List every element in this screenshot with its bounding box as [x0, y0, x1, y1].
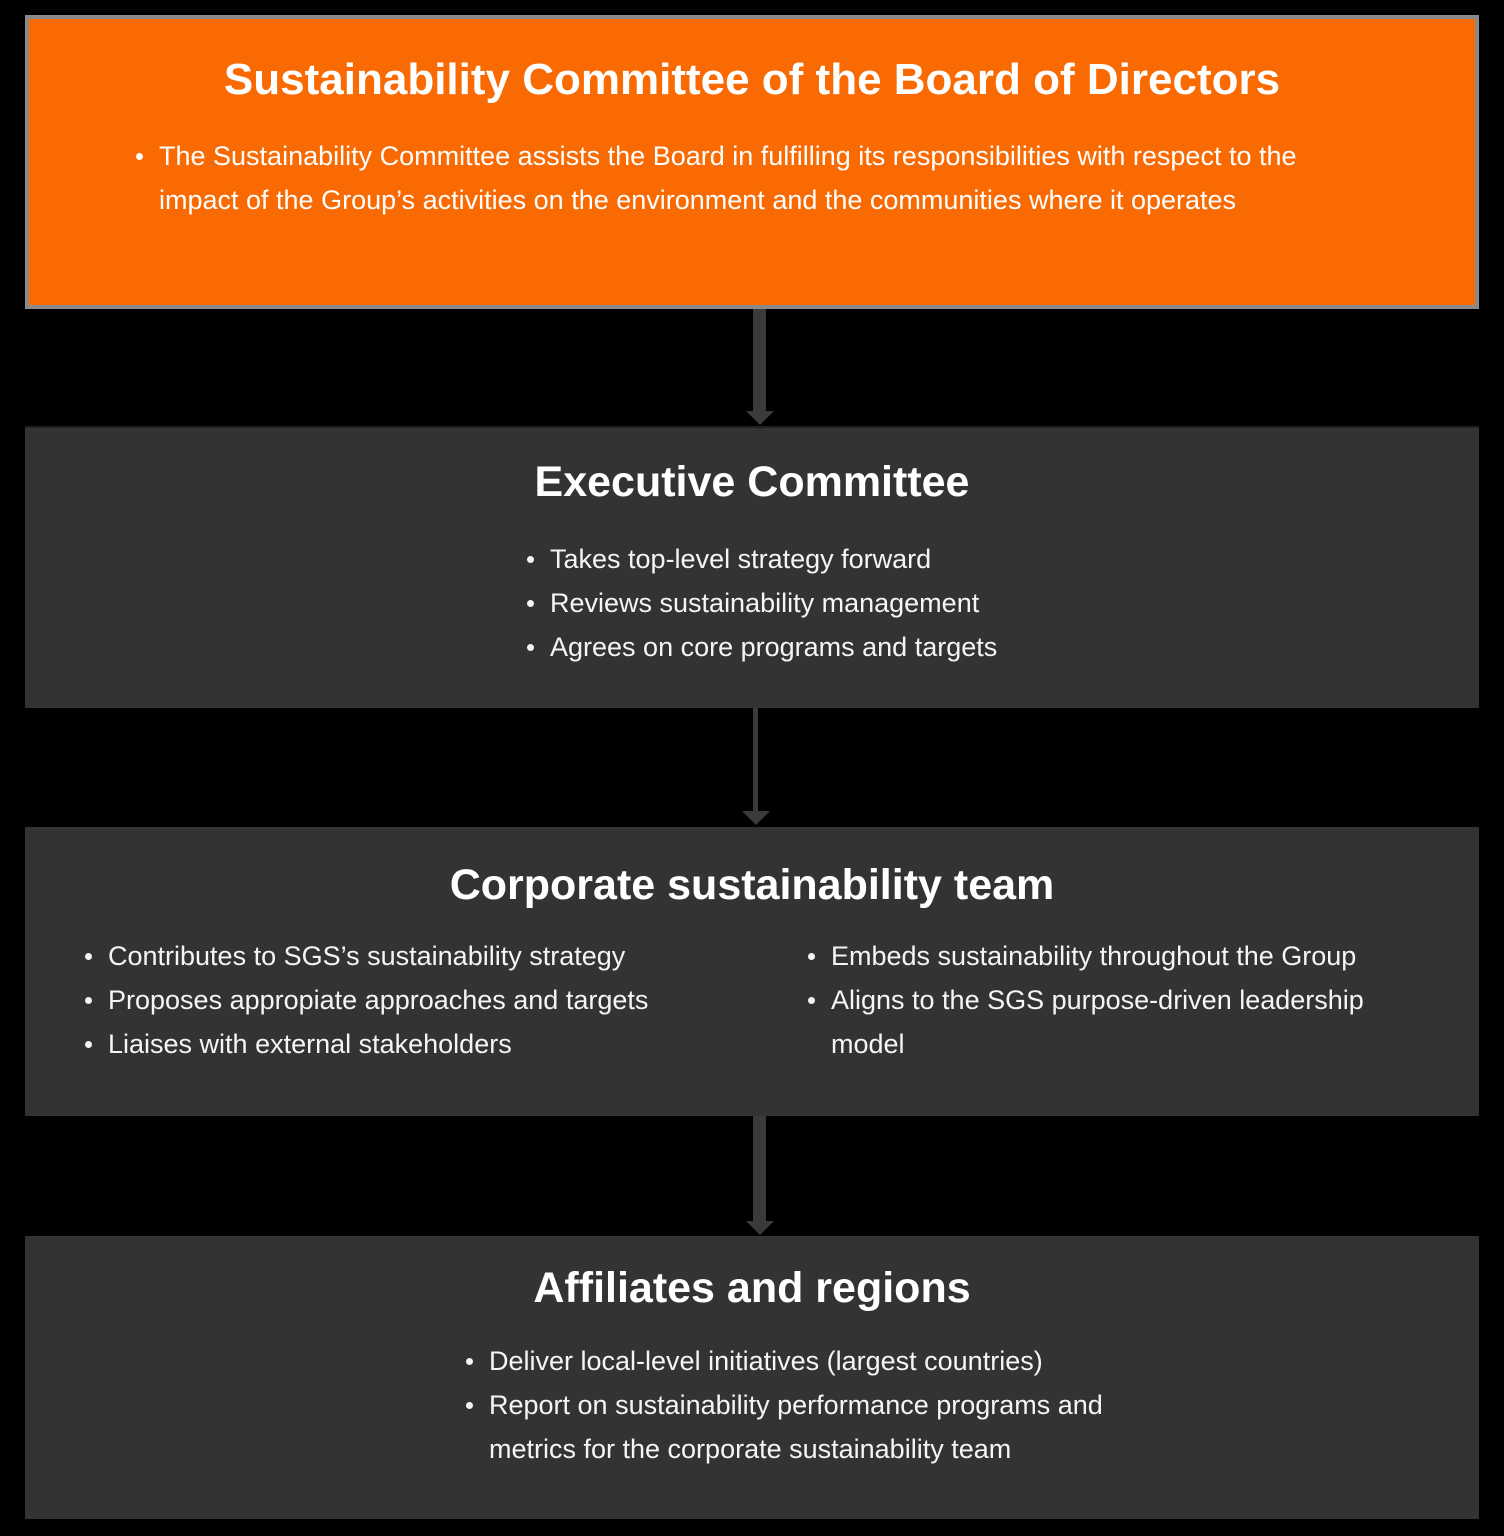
bullet-list-left: Contributes to SGS’s sustainability stra…: [81, 934, 804, 1066]
bullet-item: Embeds sustainability throughout the Gro…: [804, 934, 1404, 978]
arrow-down-icon: [746, 1221, 774, 1235]
box-title: Executive Committee: [534, 458, 970, 506]
bullet-list: Takes top-level strategy forward Reviews…: [523, 537, 1479, 669]
bullet-item: Proposes appropiate approaches and targe…: [81, 978, 804, 1022]
executive-committee-box: Executive Committee Takes top-level stra…: [25, 426, 1479, 708]
bullet-list-right: Embeds sustainability throughout the Gro…: [804, 934, 1404, 1066]
connector-line-3: [753, 1116, 766, 1223]
bullet-item: Agrees on core programs and targets: [523, 625, 1479, 669]
bullet-item: Aligns to the SGS purpose-driven leaders…: [804, 978, 1404, 1066]
bullet-item: Contributes to SGS’s sustainability stra…: [81, 934, 804, 978]
arrow-down-icon: [742, 811, 770, 825]
bullet-columns: Contributes to SGS’s sustainability stra…: [25, 934, 1479, 1066]
arrow-down-icon: [746, 411, 774, 425]
bullet-item: Takes top-level strategy forward: [523, 537, 1479, 581]
bullet-item: The Sustainability Committee assists the…: [132, 134, 1382, 222]
bullet-list: Deliver local-level initiatives (largest…: [462, 1339, 1134, 1471]
box-title: Sustainability Committee of the Board of…: [223, 55, 1281, 104]
bullet-list: The Sustainability Committee assists the…: [132, 134, 1415, 222]
affiliates-and-regions-box: Affiliates and regions Deliver local-lev…: [25, 1236, 1479, 1519]
bullet-item: Report on sustainability performance pro…: [462, 1383, 1134, 1471]
bullet-item: Reviews sustainability management: [523, 581, 1479, 625]
bullet-item: Deliver local-level initiatives (largest…: [462, 1339, 1134, 1383]
connector-line-2: [753, 708, 758, 812]
box-title: Affiliates and regions: [533, 1264, 971, 1312]
sustainability-committee-box: Sustainability Committee of the Board of…: [25, 15, 1479, 309]
corporate-sustainability-team-box: Corporate sustainability team Contribute…: [25, 827, 1479, 1116]
bullet-item: Liaises with external stakeholders: [81, 1022, 804, 1066]
connector-line-1: [753, 309, 766, 413]
box-title: Corporate sustainability team: [449, 861, 1055, 909]
